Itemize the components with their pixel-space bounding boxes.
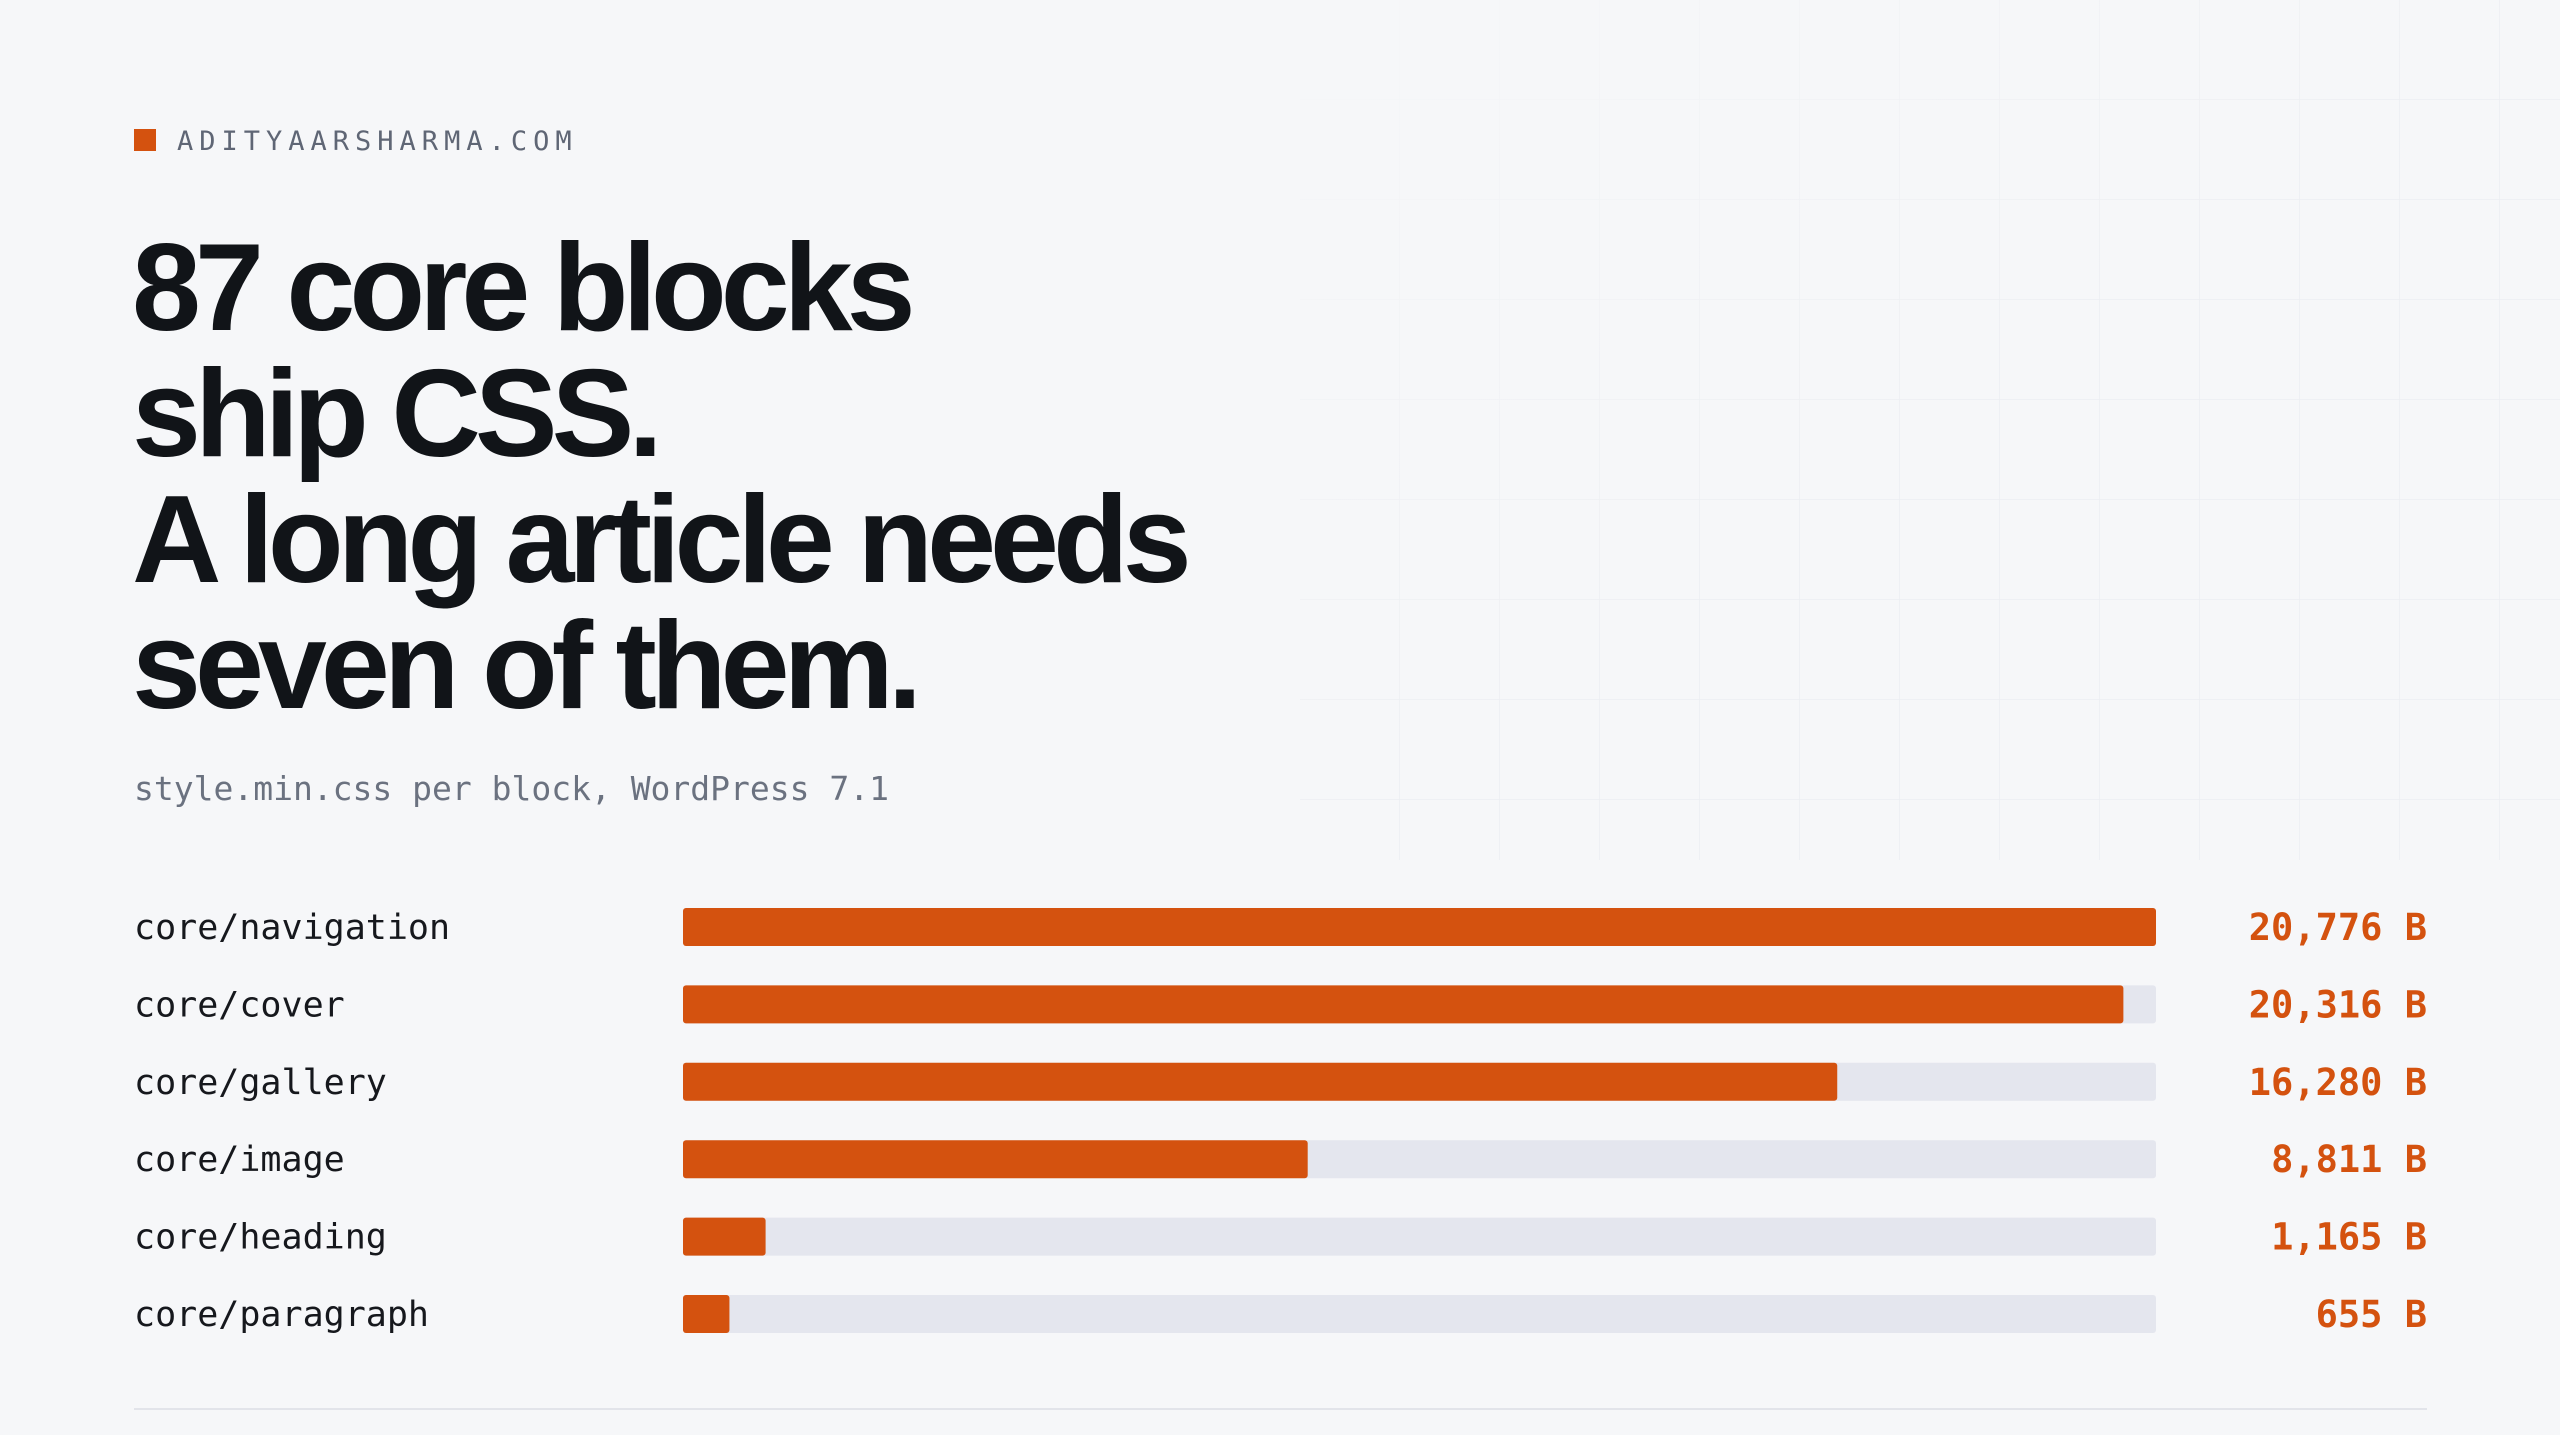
bar — [683, 985, 2124, 1024]
brand: ADITYAARSHARMA.COM — [177, 126, 578, 157]
brand-mark — [134, 129, 156, 151]
bars: core/navigation 20,776 B core/cover 20,316 … — [134, 906, 2427, 1336]
value-label: 16,280 B — [2249, 1061, 2427, 1104]
bar — [683, 1140, 1308, 1179]
category-label: core/cover — [134, 985, 345, 1025]
value-label: 20,776 B — [2249, 906, 2427, 949]
bar-track — [683, 1217, 2156, 1256]
category-label: core/navigation — [134, 908, 450, 948]
title-line: 87 core blocks — [132, 219, 911, 357]
value-label: 655 B — [2316, 1293, 2427, 1336]
bar — [683, 908, 2156, 946]
title-line: A long article needs — [132, 471, 1187, 609]
grid-fade — [1300, 0, 2560, 860]
title-line: seven of them. — [132, 597, 916, 735]
value-label: 1,165 B — [2271, 1216, 2427, 1259]
value-label: 8,811 B — [2271, 1138, 2427, 1181]
title-line: ship CSS. — [132, 345, 657, 483]
category-label: core/paragraph — [134, 1295, 429, 1335]
bar — [683, 1062, 1838, 1101]
value-label: 20,316 B — [2249, 983, 2427, 1026]
subtitle: style.min.css per block, WordPress 7.1 — [134, 769, 889, 808]
bar — [683, 1295, 730, 1333]
bar — [683, 1217, 766, 1256]
category-label: core/gallery — [134, 1063, 387, 1103]
category-label: core/image — [134, 1140, 345, 1180]
category-label: core/heading — [134, 1218, 387, 1258]
bar-track — [683, 1295, 2156, 1333]
